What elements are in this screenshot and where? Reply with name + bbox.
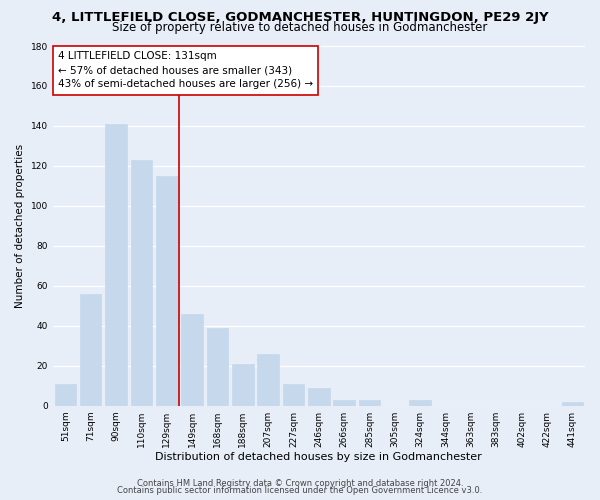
Text: 4 LITTLEFIELD CLOSE: 131sqm
← 57% of detached houses are smaller (343)
43% of se: 4 LITTLEFIELD CLOSE: 131sqm ← 57% of det…: [58, 52, 313, 90]
Bar: [55, 384, 76, 406]
Bar: [359, 400, 380, 406]
Bar: [131, 160, 152, 406]
Text: Size of property relative to detached houses in Godmanchester: Size of property relative to detached ho…: [112, 21, 488, 34]
Bar: [80, 294, 101, 406]
Bar: [206, 328, 228, 406]
Bar: [409, 400, 431, 406]
Text: Contains public sector information licensed under the Open Government Licence v3: Contains public sector information licen…: [118, 486, 482, 495]
Bar: [181, 314, 203, 406]
Bar: [257, 354, 279, 406]
Bar: [562, 402, 583, 406]
Bar: [105, 124, 127, 406]
Y-axis label: Number of detached properties: Number of detached properties: [15, 144, 25, 308]
Text: Contains HM Land Registry data © Crown copyright and database right 2024.: Contains HM Land Registry data © Crown c…: [137, 478, 463, 488]
Bar: [334, 400, 355, 406]
Bar: [232, 364, 254, 406]
Bar: [283, 384, 304, 406]
Text: 4, LITTLEFIELD CLOSE, GODMANCHESTER, HUNTINGDON, PE29 2JY: 4, LITTLEFIELD CLOSE, GODMANCHESTER, HUN…: [52, 12, 548, 24]
Bar: [156, 176, 178, 406]
X-axis label: Distribution of detached houses by size in Godmanchester: Distribution of detached houses by size …: [155, 452, 482, 462]
Bar: [308, 388, 329, 406]
